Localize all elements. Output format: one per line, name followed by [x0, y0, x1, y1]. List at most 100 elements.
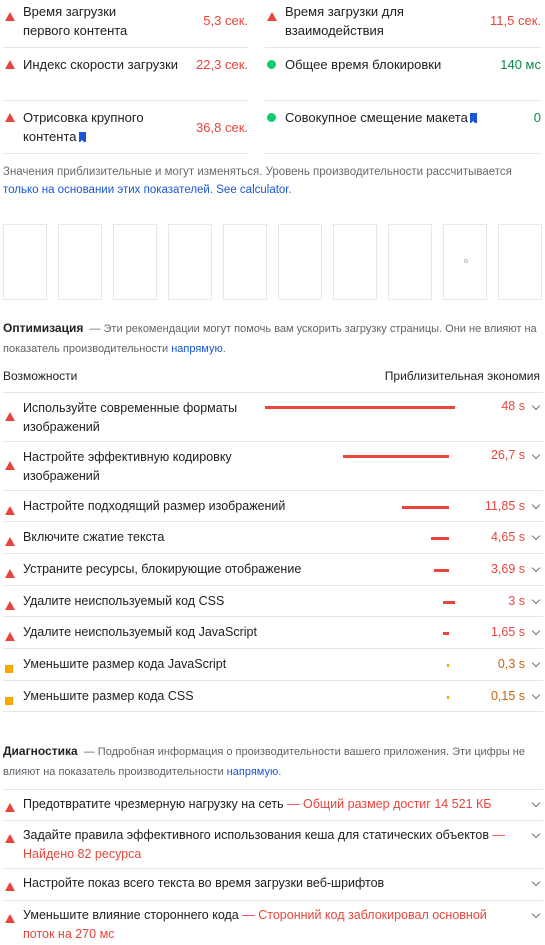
metric-fcp: Время загрузки первого контента 5,3 сек.: [3, 2, 248, 40]
chevron-down-icon[interactable]: [531, 658, 541, 668]
opportunity-row[interactable]: Используйте современные форматы изображе…: [3, 392, 543, 441]
opportunity-row[interactable]: Удалите неиспользуемый код JavaScript 1,6…: [3, 616, 543, 648]
section-title: Диагностика: [3, 744, 78, 758]
divider: [265, 153, 541, 154]
opportunity-title: Включите сжатие текста: [23, 530, 165, 544]
metric-value: 11,5 сек.: [490, 13, 541, 28]
opportunity-title: Удалите неиспользуемый код JavaScript: [23, 625, 257, 639]
fail-triangle-icon: [5, 458, 15, 473]
savings-value: 3,69 s: [490, 562, 525, 576]
savings-bar: [265, 406, 455, 409]
average-square-icon: [5, 693, 13, 708]
opportunity-row[interactable]: Настройте эффективную кодировку изображе…: [3, 441, 543, 490]
savings-bar: [343, 455, 449, 458]
divider: [265, 47, 541, 48]
filmstrip-frame: [168, 224, 212, 300]
opportunity-row[interactable]: Устраните ресурсы, блокирующие отображен…: [3, 553, 543, 585]
filmstrip-frame: [278, 224, 322, 300]
diagnostic-detail: — Сторонний код заблокировал основной по…: [23, 908, 487, 941]
metric-tti: Время загрузки для взаимодействия 11,5 с…: [265, 2, 541, 40]
fail-triangle-icon: [5, 911, 15, 926]
calculator-link[interactable]: See calculator: [216, 184, 289, 196]
direct-link[interactable]: напрямую: [171, 343, 223, 355]
diagnostic-row[interactable]: Предотвратите чрезмерную нагрузку на сет…: [3, 789, 543, 820]
savings-value: 3 s: [508, 594, 525, 608]
metric-value: 36,8 сек.: [196, 120, 248, 135]
filmstrip-frame: [443, 224, 487, 300]
chevron-down-icon[interactable]: [531, 829, 541, 839]
chevron-down-icon[interactable]: [531, 909, 541, 919]
savings-value: 4,65 s: [490, 530, 525, 544]
diagnostic-detail: — Общий размер достиг 14 521 КБ: [287, 797, 492, 811]
metric-label: Индекс скорости загрузки: [23, 57, 179, 72]
filmstrip-frame: [223, 224, 267, 300]
chevron-down-icon[interactable]: [531, 877, 541, 887]
filmstrip-frame: [333, 224, 377, 300]
filmstrip-frame: [498, 224, 542, 300]
metric-label: Совокупное смещение макета: [285, 110, 468, 125]
fail-triangle-icon: [5, 503, 15, 518]
opportunity-title: Уменьшите размер кода JavaScript: [23, 657, 227, 671]
opportunity-row[interactable]: Настройте подходящий размер изображений 1…: [3, 490, 543, 521]
metric-label: Время загрузки для взаимодействия: [285, 4, 404, 38]
section-desc: Подробная информация о производительност…: [3, 746, 525, 778]
savings-value: 0,15 s: [490, 689, 525, 703]
direct-link[interactable]: напрямую: [226, 766, 279, 778]
opportunity-row[interactable]: Уменьшите размер кода JavaScript 0,3 s: [3, 648, 543, 680]
diagnostic-title: Задайте правила эффективного использован…: [23, 828, 489, 842]
column-opportunity: Возможности: [3, 369, 78, 383]
diagnostic-row[interactable]: Задайте правила эффективного использован…: [3, 820, 543, 868]
bookmark-icon: [469, 113, 477, 124]
savings-bar: [443, 632, 449, 635]
fail-triangle-icon: [5, 831, 15, 846]
metric-value: 22,3 сек.: [196, 57, 248, 72]
diagnostic-text: Задайте правила эффективного использован…: [23, 826, 513, 864]
opportunity-row[interactable]: Уменьшите размер кода CSS 0,15 s: [3, 680, 543, 711]
section-desc: Эти рекомендации могут помочь вам ускори…: [3, 323, 537, 355]
pass-circle-icon: [267, 113, 276, 122]
fail-triangle-icon: [5, 60, 15, 69]
opportunity-row[interactable]: Включите сжатие текста 4,65 s: [3, 521, 543, 553]
bookmark-icon: [78, 132, 86, 143]
chevron-down-icon[interactable]: [531, 500, 541, 510]
savings-bar: [443, 601, 455, 604]
chevron-down-icon[interactable]: [531, 626, 541, 636]
fail-triangle-icon: [5, 113, 15, 122]
savings-bar: [447, 696, 449, 699]
diagnostic-title: Предотвратите чрезмерную нагрузку на сет…: [23, 797, 284, 811]
chevron-down-icon[interactable]: [531, 531, 541, 541]
savings-value: 11,85 s: [484, 499, 525, 513]
opportunities-header: Оптимизация — Эти рекомендации могут пом…: [3, 321, 537, 355]
diagnostic-title: Настройте показ всего текста во время за…: [23, 876, 385, 890]
section-desc-end: .: [222, 343, 226, 355]
fail-triangle-icon: [5, 12, 15, 21]
chevron-down-icon[interactable]: [531, 798, 541, 808]
filmstrip-frame: [113, 224, 157, 300]
savings-value: 1,65 s: [490, 625, 525, 639]
divider: [265, 100, 541, 101]
diagnostic-row[interactable]: Настройте показ всего текста во время за…: [3, 868, 543, 900]
diagnostic-text: Уменьшите влияние стороннего кода — Стор…: [23, 906, 513, 944]
note-text: Значения приблизительные и могут изменят…: [3, 166, 512, 178]
filmstrip: [3, 224, 545, 300]
fail-triangle-icon: [5, 800, 15, 815]
diagnostics-header: Диагностика — Подробная информация о про…: [3, 744, 525, 778]
chevron-down-icon[interactable]: [531, 401, 541, 411]
diagnostic-title: Уменьшите влияние стороннего кода: [23, 908, 239, 922]
chevron-down-icon[interactable]: [531, 563, 541, 573]
divider: [3, 711, 543, 712]
chevron-down-icon[interactable]: [531, 595, 541, 605]
metric-label: Время загрузки первого контента: [23, 4, 128, 38]
column-savings: Приблизительная экономия: [384, 369, 540, 383]
metric-cls: Совокупное смещение макета 0: [265, 108, 541, 127]
opportunity-row[interactable]: Удалите неиспользуемый код CSS 3 s: [3, 585, 543, 616]
chevron-down-icon[interactable]: [531, 690, 541, 700]
diagnostic-row[interactable]: Уменьшите влияние стороннего кода — Стор…: [3, 900, 543, 945]
opportunity-title: Уменьшите размер кода CSS: [23, 689, 194, 703]
chevron-down-icon[interactable]: [531, 450, 541, 460]
filmstrip-frame: [58, 224, 102, 300]
savings-value: 48 s: [501, 399, 525, 413]
metrics-link[interactable]: только на основании этих показателей: [3, 184, 210, 196]
filmstrip-frame: [388, 224, 432, 300]
metric-value: 5,3 сек.: [203, 13, 248, 28]
